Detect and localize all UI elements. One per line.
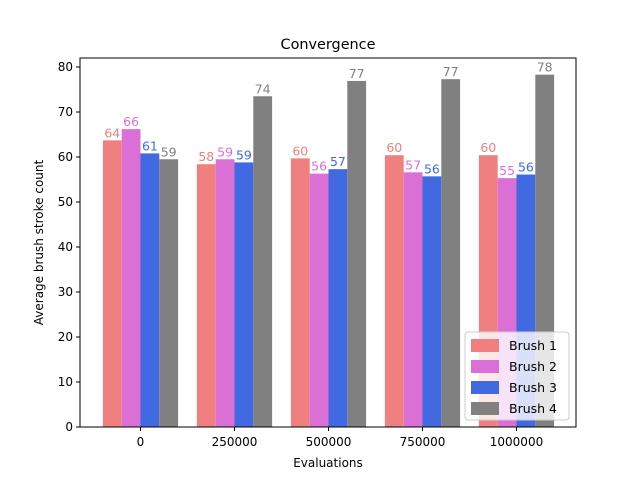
data-label: 57 [330,154,346,169]
x-tick-label: 1000000 [490,435,543,449]
bar-brush-4-750000 [441,79,461,428]
data-label: 74 [255,81,271,96]
y-axis-label: Average brush stroke count [32,159,46,325]
y-tick-label: 60 [58,150,73,164]
x-tick-label: 250000 [212,435,258,449]
y-tick-label: 0 [65,420,73,434]
bar-brush-2-500000 [309,173,329,427]
legend-label: Brush 1 [509,338,557,353]
data-label: 60 [292,143,308,158]
bar-brush-1-500000 [290,158,310,427]
legend-box [464,331,570,421]
legend-label: Brush 2 [509,359,557,374]
data-label: 58 [198,149,214,164]
bar-brush-3-750000 [422,176,442,427]
bar-brush-2-0 [121,129,141,427]
bar-brush-4-0 [159,159,179,427]
data-label: 55 [499,163,515,178]
data-label: 59 [161,144,177,159]
y-tick-label: 20 [58,330,73,344]
data-label: 60 [480,140,496,155]
data-label: 56 [424,161,440,176]
legend-label: Brush 3 [509,380,557,395]
x-tick-label: 0 [137,435,145,449]
x-axis-label: Evaluations [293,456,363,470]
legend-swatch [471,339,499,352]
bar-brush-3-0 [140,153,160,427]
axes-layer: 0 10 20 30 40 50 60 70 80 0 250000 500000 750000 1000… [58,57,577,449]
data-label: 61 [142,138,158,153]
bar-brush-1-0 [102,140,122,427]
chart-title: Convergence [281,37,376,53]
legend-swatch [471,360,499,373]
y-tick-label: 80 [58,60,73,74]
data-label: 59 [236,147,252,162]
y-tick-label: 70 [58,105,73,119]
data-label: 57 [405,157,421,172]
bar-brush-2-750000 [403,172,423,427]
data-label: 77 [349,66,365,81]
x-tick-label: 750000 [400,435,446,449]
x-tick-label: 500000 [306,435,352,449]
data-label: 56 [311,159,327,174]
legend: Brush 1 Brush 2 Brush 3 Brush 4 [464,331,570,421]
legend-swatch [471,402,499,415]
bar-brush-4-500000 [347,80,367,427]
y-tick-label: 10 [58,375,73,389]
bar-brush-3-250000 [234,162,254,427]
data-label: 56 [518,160,534,175]
bar-brush-2-250000 [215,159,235,427]
bar-brush-4-250000 [253,96,273,427]
bar-brush-1-750000 [384,155,404,427]
legend-label: Brush 4 [509,401,557,416]
data-label: 64 [104,125,120,140]
data-label: 60 [386,140,402,155]
bar-brush-3-500000 [328,169,348,427]
y-tick-label: 30 [58,285,73,299]
y-tick-label: 40 [58,240,73,254]
y-tick-label: 50 [58,195,73,209]
data-label: 78 [537,60,553,75]
data-label: 66 [123,114,139,129]
data-label: 77 [443,64,459,79]
data-label: 59 [217,144,233,159]
legend-swatch [471,381,499,394]
bar-brush-1-250000 [196,164,216,427]
